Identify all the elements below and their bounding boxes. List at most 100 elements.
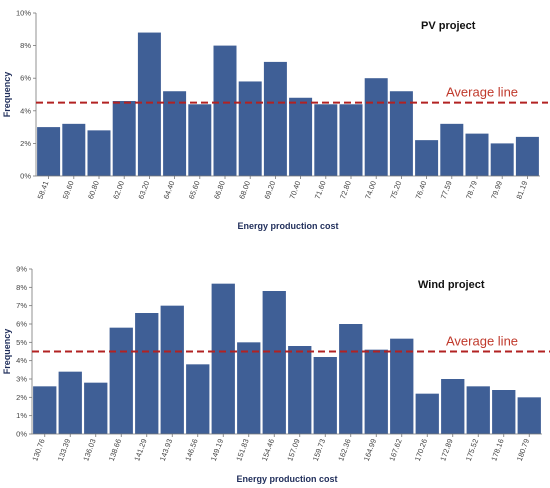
pv-x-tick-label: 63.20 bbox=[136, 180, 151, 201]
pv-x-tick-label: 64.40 bbox=[162, 180, 177, 201]
wind-x-tick-label: 164.99 bbox=[362, 438, 378, 463]
wind-x-tick-label: 175.52 bbox=[464, 438, 480, 463]
wind-bar-4 bbox=[135, 313, 159, 434]
wind-x-tick-label: 162.36 bbox=[336, 438, 352, 463]
wind-x-tick-label: 133.39 bbox=[56, 438, 72, 463]
wind-x-tick-label: 141.29 bbox=[132, 438, 148, 463]
pv-bar-12 bbox=[339, 104, 363, 176]
wind-x-axis-title: Energy production cost bbox=[236, 474, 337, 484]
pv-bar-15 bbox=[415, 140, 439, 176]
wind-chart-title: Wind project bbox=[418, 279, 485, 291]
wind-y-tick-label: 4% bbox=[16, 356, 27, 365]
wind-y-tick-label: 6% bbox=[16, 320, 27, 329]
pv-bar-9 bbox=[263, 61, 287, 176]
pv-chart-title: PV project bbox=[421, 20, 476, 32]
pv-x-tick-label: 70.40 bbox=[288, 180, 303, 201]
pv-y-axis-title: Frequency bbox=[2, 72, 12, 118]
pv-x-tick-label: 81.19 bbox=[514, 180, 529, 201]
wind-bar-15 bbox=[415, 393, 439, 434]
wind-bar-11 bbox=[313, 357, 337, 434]
wind-bar-10 bbox=[288, 346, 312, 434]
pv-bar-14 bbox=[389, 91, 413, 176]
pv-bar-7 bbox=[213, 45, 237, 176]
pv-y-tick-label: 8% bbox=[20, 41, 31, 50]
wind-x-tick-label: 130.76 bbox=[30, 438, 46, 463]
pv-x-tick-label: 59.60 bbox=[61, 180, 76, 201]
pv-bar-16 bbox=[440, 123, 464, 176]
wind-bar-16 bbox=[441, 379, 465, 434]
wind-bar-12 bbox=[339, 324, 363, 434]
wind-y-tick-label: 1% bbox=[16, 411, 27, 420]
pv-bar-13 bbox=[364, 78, 388, 176]
pv-bar-18 bbox=[490, 143, 514, 176]
wind-bar-7 bbox=[211, 283, 235, 434]
wind-bar-19 bbox=[517, 397, 541, 434]
pv-x-tick-label: 69.20 bbox=[262, 180, 277, 201]
pv-bar-11 bbox=[314, 104, 338, 176]
wind-bar-13 bbox=[364, 349, 388, 434]
wind-x-tick-label: 151.83 bbox=[234, 438, 250, 463]
pv-bar-17 bbox=[465, 133, 489, 176]
wind-y-tick-label: 5% bbox=[16, 338, 27, 347]
wind-bar-1 bbox=[58, 371, 82, 434]
pv-chart: 0% 2% 4% 6% 8% 10% 58.41 59.60 60.80 62.00 63.20 64… bbox=[2, 9, 548, 231]
wind-y-tick-label: 3% bbox=[16, 375, 27, 384]
wind-x-tick-label: 167.62 bbox=[387, 438, 403, 463]
wind-bar-18 bbox=[492, 390, 516, 434]
wind-x-tick-label: 180.79 bbox=[515, 438, 531, 463]
wind-x-tick-label: 146.56 bbox=[183, 438, 199, 463]
wind-y-tick-label: 7% bbox=[16, 301, 27, 310]
pv-x-tick-label: 58.41 bbox=[36, 180, 51, 201]
pv-x-tick-label: 74.00 bbox=[363, 180, 378, 201]
wind-bar-6 bbox=[186, 364, 210, 434]
wind-x-tick-label: 159.73 bbox=[311, 438, 327, 463]
pv-x-tick-label: 62.00 bbox=[111, 180, 126, 201]
wind-bar-5 bbox=[160, 305, 184, 434]
pv-bar-1 bbox=[62, 123, 86, 176]
pv-bar-5 bbox=[163, 91, 187, 176]
wind-y-tick-label: 2% bbox=[16, 393, 27, 402]
wind-bar-8 bbox=[237, 342, 261, 434]
wind-x-tick-label: 143.93 bbox=[158, 438, 174, 463]
wind-y-tick-label: 0% bbox=[16, 430, 27, 439]
wind-bar-17 bbox=[466, 386, 490, 434]
pv-x-axis-title: Energy production cost bbox=[237, 221, 338, 231]
wind-x-tick-label: 138.66 bbox=[107, 438, 123, 463]
pv-bar-19 bbox=[515, 136, 539, 176]
pv-y-tick-label: 4% bbox=[20, 106, 31, 115]
wind-chart: 0% 1% 2% 3% 4% 5% 6% 7% 8% 9% 130.76 133.39 136.03 13… bbox=[2, 265, 550, 484]
pv-bar-4 bbox=[137, 32, 161, 177]
pv-bar-6 bbox=[188, 104, 212, 176]
wind-x-tick-label: 149.19 bbox=[209, 438, 225, 463]
wind-x-tick-label: 178.16 bbox=[489, 438, 505, 463]
wind-bar-2 bbox=[84, 382, 108, 434]
pv-x-tick-label: 71.60 bbox=[313, 180, 328, 201]
pv-x-tick-label: 68.00 bbox=[237, 180, 252, 201]
wind-x-tick-label: 172.89 bbox=[438, 438, 454, 463]
pv-bar-2 bbox=[87, 130, 111, 176]
wind-y-tick-label: 9% bbox=[16, 265, 27, 274]
pv-x-tick-label: 79.99 bbox=[489, 180, 504, 201]
wind-bar-9 bbox=[262, 291, 286, 434]
pv-bar-0 bbox=[37, 127, 61, 176]
pv-y-tick-label: 6% bbox=[20, 74, 31, 83]
pv-x-tick-label: 78.79 bbox=[464, 180, 479, 201]
wind-x-tick-label: 157.09 bbox=[285, 438, 301, 463]
pv-x-tick-label: 77.59 bbox=[439, 180, 454, 201]
wind-x-tick-label: 170.26 bbox=[413, 438, 429, 463]
wind-y-axis-title: Frequency bbox=[2, 329, 12, 375]
pv-bar-8 bbox=[238, 81, 262, 176]
pv-x-tick-label: 66.80 bbox=[212, 180, 227, 201]
wind-y-tick-label: 8% bbox=[16, 283, 27, 292]
pv-x-tick-label: 60.80 bbox=[86, 180, 101, 201]
wind-bar-14 bbox=[390, 338, 414, 434]
pv-average-line-label: Average line bbox=[446, 85, 518, 100]
pv-x-tick-label: 65.60 bbox=[187, 180, 202, 201]
pv-y-tick-label: 10% bbox=[16, 9, 31, 18]
pv-x-tick-label: 76.40 bbox=[414, 180, 429, 201]
pv-bar-10 bbox=[289, 97, 313, 176]
pv-x-tick-label: 72.80 bbox=[338, 180, 353, 201]
pv-x-tick-label: 75.20 bbox=[388, 180, 403, 201]
wind-average-line-label: Average line bbox=[446, 334, 518, 349]
wind-x-tick-label: 136.03 bbox=[81, 438, 97, 463]
